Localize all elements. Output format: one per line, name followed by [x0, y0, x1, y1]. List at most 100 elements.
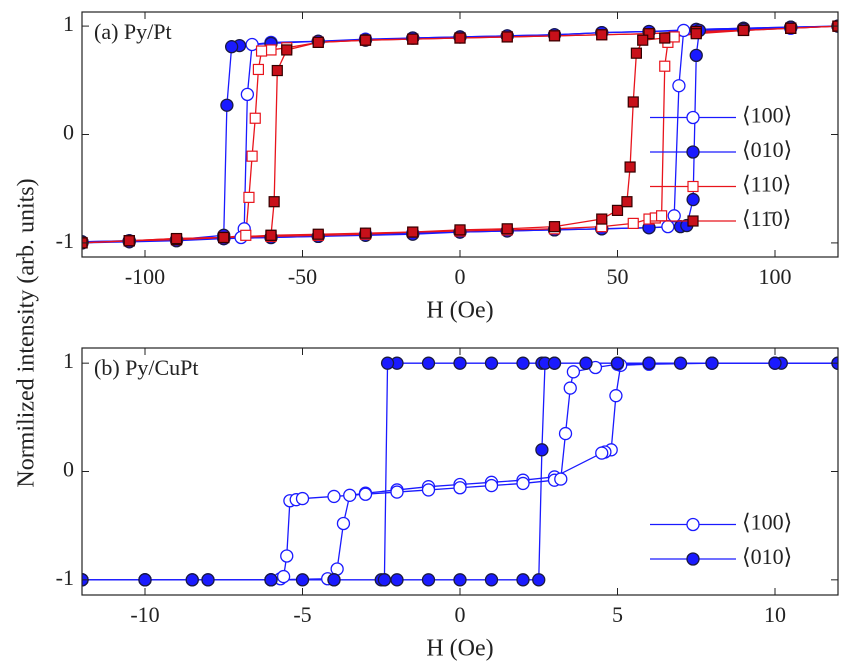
y-tick-label: -1	[56, 228, 74, 253]
marker	[672, 79, 686, 93]
series-line	[82, 362, 838, 581]
marker	[281, 44, 293, 56]
x-axis-label: H (Oe)	[426, 636, 493, 662]
marker	[249, 112, 261, 124]
axes-frame	[81, 11, 839, 258]
marker	[558, 426, 573, 441]
marker	[312, 36, 324, 48]
marker	[705, 356, 719, 370]
series-line	[82, 25, 838, 244]
marker	[667, 209, 681, 223]
axes-frame	[81, 347, 839, 596]
marker	[295, 491, 310, 506]
marker	[407, 226, 419, 238]
x-tick-label: 100	[759, 264, 792, 289]
legend-label: ⟨010⟩	[742, 137, 792, 162]
marker	[453, 573, 467, 587]
legend-marker	[687, 180, 699, 193]
marker	[358, 487, 373, 501]
marker	[454, 32, 466, 44]
legend-label: ⟨11̄0⟩	[742, 206, 791, 231]
marker	[252, 63, 264, 76]
marker	[516, 476, 530, 491]
marker	[276, 569, 291, 584]
marker	[454, 224, 466, 236]
marker	[595, 446, 609, 460]
marker	[554, 472, 568, 486]
marker	[240, 229, 252, 241]
marker	[255, 45, 268, 57]
legend-marker	[686, 552, 700, 566]
plot-area	[82, 19, 838, 250]
marker	[630, 47, 643, 59]
marker	[484, 478, 499, 493]
marker	[246, 150, 258, 162]
marker	[218, 231, 230, 244]
y-tick-label: 1	[63, 348, 74, 373]
marker	[501, 223, 513, 235]
marker	[609, 389, 623, 403]
marker	[265, 229, 277, 241]
y-tick-label: -1	[56, 565, 74, 590]
marker	[566, 365, 581, 379]
marker	[627, 217, 639, 229]
marker	[295, 573, 310, 587]
marker	[516, 573, 530, 587]
marker	[330, 562, 344, 576]
x-tick-label: -100	[125, 264, 165, 289]
marker	[548, 30, 561, 42]
marker	[659, 32, 671, 44]
marker	[624, 161, 636, 173]
marker	[501, 31, 513, 43]
marker	[677, 23, 691, 38]
x-tick-label: -5	[293, 602, 311, 627]
series-line	[82, 25, 838, 244]
marker	[611, 204, 624, 216]
marker	[453, 356, 467, 370]
x-axis-label: H (Oe)	[426, 298, 493, 324]
marker	[563, 381, 577, 395]
marker	[185, 573, 199, 587]
marker	[421, 483, 436, 497]
marker	[579, 356, 593, 370]
marker	[596, 213, 608, 225]
marker	[453, 481, 467, 495]
marker	[220, 98, 234, 112]
marker	[390, 573, 404, 587]
y-tick-label: 0	[63, 457, 74, 482]
marker	[532, 573, 546, 587]
x-tick-label: -50	[288, 264, 317, 289]
y-axis-label: Normilized intensity (arb. units)	[14, 178, 40, 487]
series-line	[82, 25, 838, 244]
marker	[421, 573, 436, 587]
y-tick-label: 1	[63, 11, 74, 36]
marker	[768, 356, 782, 370]
panel-title: (b) Py/CuPt	[94, 355, 199, 380]
marker	[201, 573, 215, 587]
marker	[673, 356, 688, 370]
marker	[548, 221, 561, 233]
marker	[690, 28, 702, 40]
marker	[268, 196, 280, 208]
marker	[123, 235, 135, 247]
marker	[359, 34, 372, 46]
legend-marker	[687, 215, 699, 227]
marker	[243, 191, 255, 203]
marker	[312, 228, 324, 240]
x-tick-label: 10	[764, 602, 786, 627]
series-line	[82, 25, 838, 244]
legend-marker	[686, 110, 700, 125]
legend-marker	[686, 145, 700, 159]
plot-area	[82, 356, 838, 587]
marker	[264, 573, 278, 587]
marker	[737, 24, 750, 37]
marker	[642, 356, 656, 370]
x-tick-label: 0	[455, 264, 466, 289]
legend-label: ⟨110⟩	[742, 172, 791, 197]
marker	[668, 31, 680, 43]
marker	[661, 219, 675, 234]
marker	[240, 87, 255, 102]
marker	[547, 356, 562, 370]
marker	[637, 34, 649, 46]
